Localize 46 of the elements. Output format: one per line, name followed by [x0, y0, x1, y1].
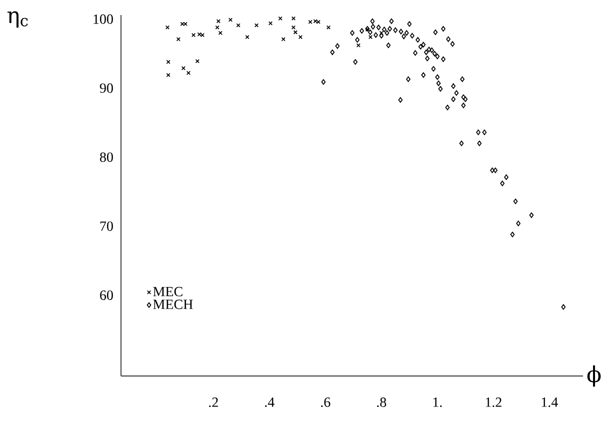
point: [268, 21, 273, 26]
point: [218, 30, 222, 36]
point: [183, 22, 188, 26]
point: [166, 60, 170, 64]
y-axis-title: η$_{c}$: [8, 11, 28, 28]
point: [298, 35, 303, 40]
legend-label: MECH: [153, 300, 193, 310]
point: [278, 16, 282, 21]
y-tick-label: 80: [100, 152, 113, 162]
point: [228, 18, 233, 22]
point: [176, 37, 180, 42]
point: [245, 35, 250, 40]
point: [166, 72, 170, 78]
y-tick-label: 100: [94, 14, 113, 24]
y-tick-label: 70: [100, 221, 113, 231]
point: [254, 23, 259, 28]
point: [186, 70, 191, 76]
point: [291, 16, 296, 21]
point: [236, 23, 240, 28]
point: [356, 43, 361, 48]
x-tick-label: .8: [377, 398, 386, 408]
point: [215, 25, 220, 30]
point: [365, 27, 370, 32]
point: [326, 25, 331, 30]
point: [165, 25, 170, 30]
y-tick-label: 60: [100, 290, 113, 300]
x-tick-label: 1.2: [486, 398, 502, 408]
point: [293, 30, 298, 34]
y-tick-label: 90: [100, 83, 113, 93]
x-axis-title: ϕ: [587, 365, 601, 387]
legend-label: MEC: [153, 286, 182, 296]
x-tick-label: 1.4: [542, 398, 558, 407]
point: [180, 22, 184, 26]
x-tick-label: .4: [265, 398, 274, 407]
point: [181, 66, 186, 70]
x-tick-label: .2: [209, 398, 218, 408]
x-tick-label: .6: [321, 398, 330, 408]
point: [316, 20, 320, 24]
point: [368, 35, 373, 40]
point: [281, 37, 286, 42]
point: [291, 25, 296, 30]
point: [200, 32, 205, 38]
point: [379, 30, 384, 36]
point: [216, 19, 221, 24]
x-tick-label: 1.: [433, 398, 442, 407]
point: [195, 59, 200, 64]
